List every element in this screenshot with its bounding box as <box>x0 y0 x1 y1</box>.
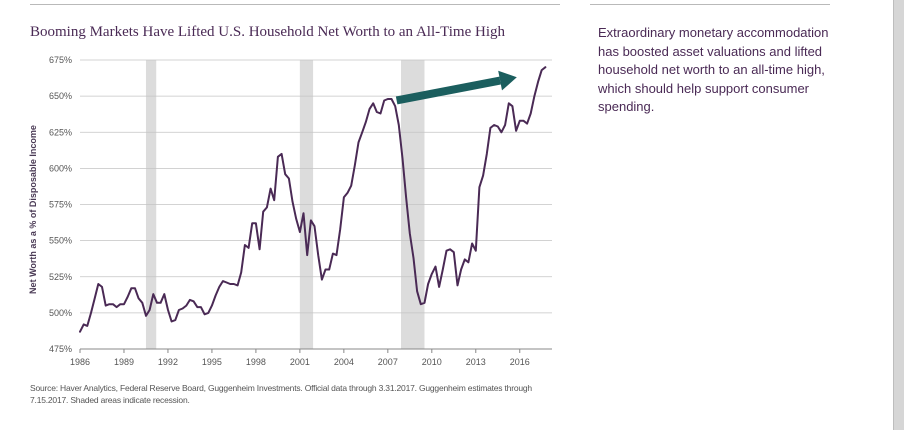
commentary-text: Extraordinary monetary accommodation has… <box>598 25 829 114</box>
series-line <box>79 66 547 333</box>
y-tick-label: 525% <box>49 272 72 282</box>
x-tick-label: 2004 <box>334 357 354 367</box>
y-tick-label: 600% <box>49 163 72 173</box>
source-note: Source: Haver Analytics, Federal Reserve… <box>30 383 532 405</box>
arrow-shaft <box>395 76 501 105</box>
y-tick-label: 475% <box>49 344 72 354</box>
x-tick-label: 1995 <box>202 357 222 367</box>
top-rule-left <box>30 4 560 5</box>
y-tick-label: 500% <box>49 308 72 318</box>
y-tick-label: 650% <box>49 91 72 101</box>
x-tick-label: 1989 <box>114 357 134 367</box>
y-tick-label: 625% <box>49 127 72 137</box>
x-tick-label: 2007 <box>378 357 398 367</box>
x-tick-label: 2013 <box>466 357 486 367</box>
axes: 475% 500% 525% 550% 575% 600% 625% 650% 675% 1986… <box>49 55 552 367</box>
chart-title: Booming Markets Have Lifted U.S. Househo… <box>30 24 506 40</box>
x-tick-label: 1986 <box>70 357 90 367</box>
top-rule-right <box>590 4 830 5</box>
x-tick-label: 2010 <box>422 357 442 367</box>
y-tick-label: 675% <box>49 55 72 65</box>
x-tick-label: 1992 <box>158 357 178 367</box>
x-tick-label: 1998 <box>246 357 266 367</box>
y-tick-label: 550% <box>49 236 72 246</box>
x-tick-label: 2001 <box>290 357 310 367</box>
x-tick-label: 2016 <box>510 357 530 367</box>
arrow-head <box>498 70 517 91</box>
series-lines <box>79 66 547 333</box>
y-axis-title: Net Worth as a % of Disposable Income <box>28 125 38 294</box>
page-edge <box>893 0 904 430</box>
annotation-arrow <box>395 70 517 105</box>
y-tick-label: 575% <box>49 200 72 210</box>
